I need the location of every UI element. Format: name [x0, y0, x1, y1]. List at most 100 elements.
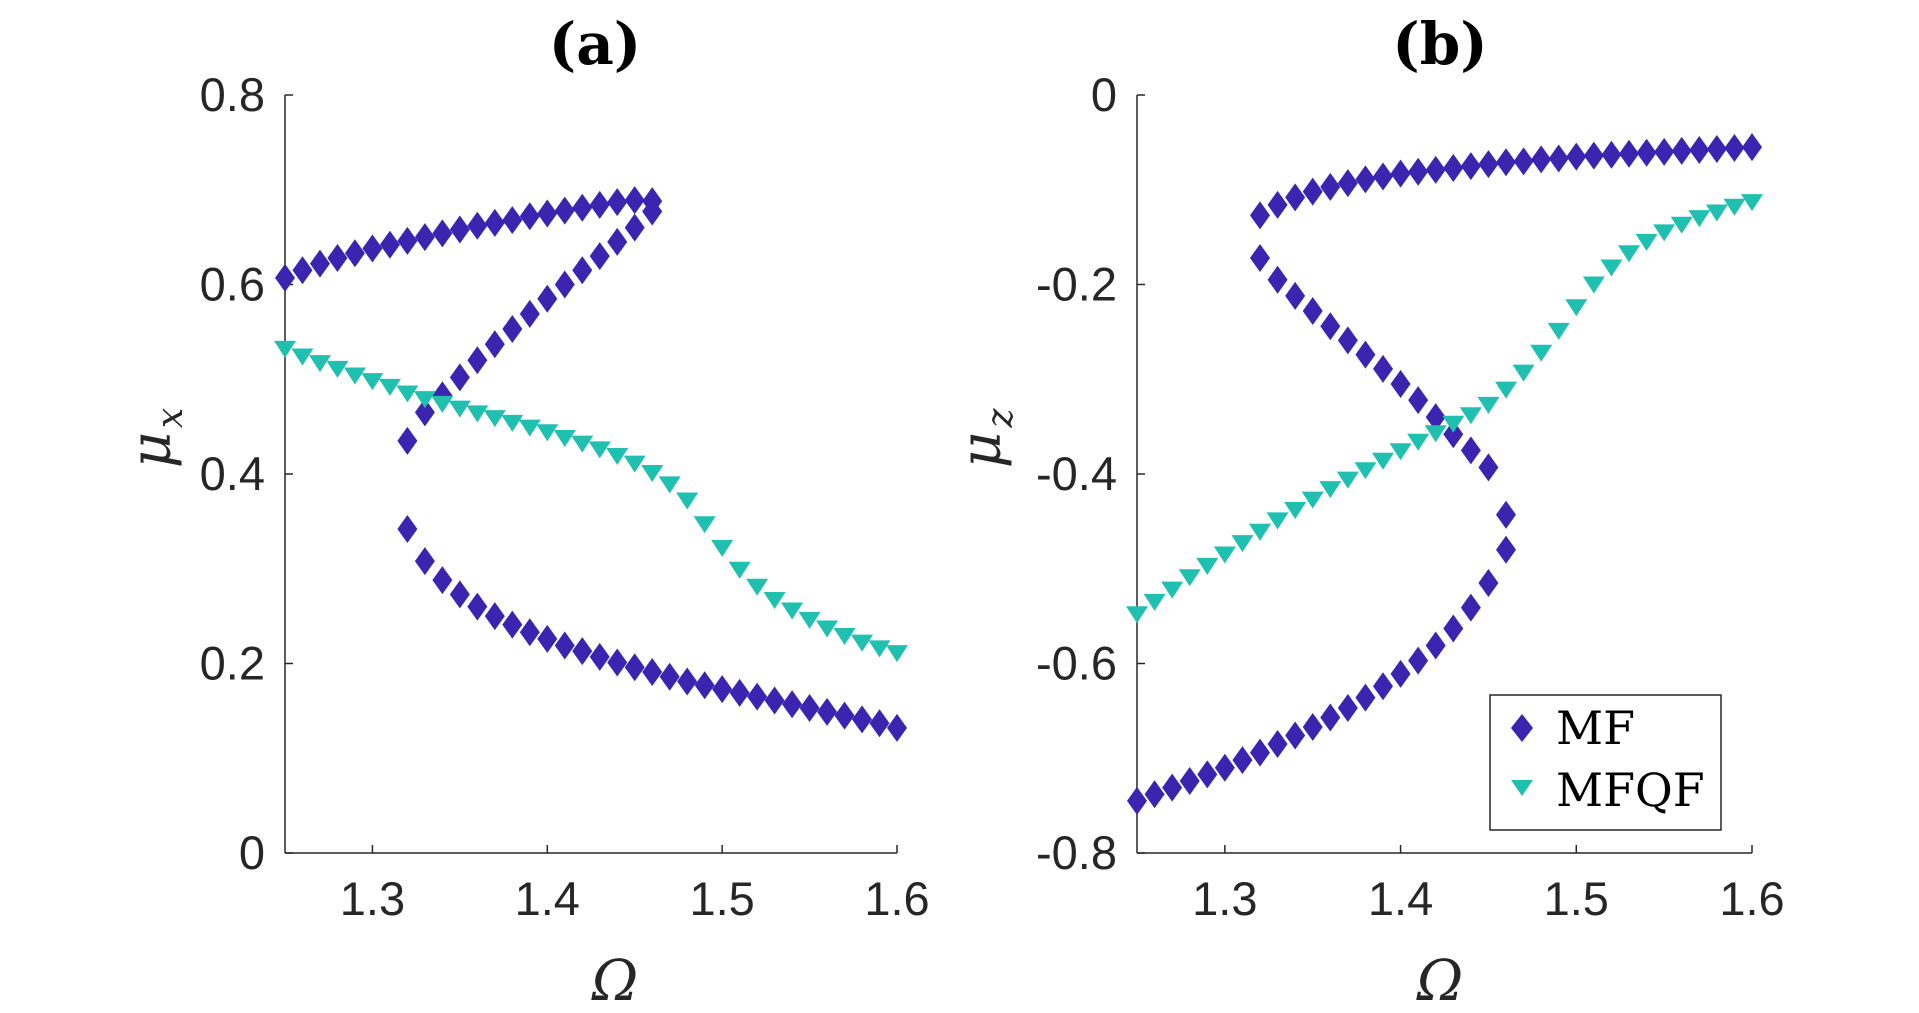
- panel-a-title: (a): [549, 10, 641, 78]
- data-point-mf: [1742, 133, 1762, 162]
- data-point-mf: [1320, 312, 1341, 341]
- data-point-mf: [449, 580, 470, 609]
- data-point-mfqf: [1530, 344, 1553, 362]
- panel-b-x-tick-label: 1.3: [1192, 872, 1257, 925]
- data-point-mf: [1460, 436, 1481, 465]
- data-point-mf: [624, 653, 645, 682]
- data-point-mfqf: [886, 645, 908, 663]
- panel-a-axes: 1.3 1.4 1.5 1.6 0 0.2 0.4 0.6 0.8: [200, 68, 930, 925]
- data-point-mf: [484, 602, 505, 631]
- data-point-mf: [362, 234, 383, 263]
- data-point-mf: [1408, 646, 1429, 675]
- data-point-mf: [1302, 297, 1323, 326]
- panel-b-axes: 1.3 1.4 1.5 1.6 -0.8 -0.6 -0.4 -0.2 0: [1036, 68, 1785, 925]
- data-point-mf: [414, 223, 435, 252]
- data-point-mf: [1496, 535, 1516, 564]
- data-point-mf: [344, 239, 365, 268]
- legend-mf-label: MF: [1556, 701, 1635, 755]
- legend-box: [1489, 694, 1722, 831]
- data-point-mf: [624, 213, 645, 242]
- data-point-mf: [467, 592, 488, 621]
- data-point-mf: [292, 256, 313, 285]
- data-point-mf: [1320, 172, 1341, 201]
- data-point-mf: [327, 243, 348, 272]
- data-point-mf: [694, 671, 715, 700]
- data-point-mfqf: [448, 400, 471, 418]
- data-point-mf: [1250, 201, 1270, 230]
- data-point-mfqf: [1705, 204, 1728, 222]
- data-point-mfqf: [1459, 407, 1482, 425]
- panel-a-x-tick-label: 1.4: [515, 872, 580, 925]
- data-point-mf: [1337, 326, 1358, 355]
- data-point-mf: [1478, 150, 1499, 179]
- data-point-mf: [589, 190, 610, 219]
- panel-b-ylabel: μ z: [949, 407, 1021, 468]
- data-point-mfqf: [1319, 481, 1342, 499]
- data-point-mf: [397, 514, 418, 543]
- data-point-mf: [1197, 760, 1218, 789]
- data-point-mf: [1232, 746, 1253, 775]
- data-point-mfqf: [1301, 491, 1324, 509]
- panel-b-x-tick-label: 1.4: [1368, 872, 1433, 925]
- panel-b-y-tick-label: 0: [1091, 68, 1117, 121]
- data-point-mfqf: [1618, 245, 1640, 263]
- data-point-mf: [1285, 183, 1306, 212]
- data-point-mf: [1390, 159, 1411, 188]
- data-point-mfqf: [501, 414, 524, 432]
- data-point-mfqf: [483, 410, 506, 428]
- data-point-mf: [1355, 683, 1376, 712]
- panel-a-ylabel: μ x: [119, 408, 191, 468]
- panel-b-y-tick-label: -0.6: [1036, 637, 1117, 690]
- data-point-mf: [1373, 354, 1393, 383]
- data-point-mf: [484, 330, 505, 359]
- panel-a-ylabel-main: μ: [119, 432, 184, 468]
- panel-a-y-tick-label: 0.6: [200, 258, 265, 311]
- data-point-mf: [764, 686, 785, 715]
- data-point-mf: [1583, 141, 1604, 170]
- data-point-mf: [799, 694, 820, 723]
- data-point-mfqf: [274, 340, 296, 358]
- data-point-mf: [467, 346, 488, 375]
- data-point-mf: [1390, 659, 1411, 688]
- data-point-mf: [502, 315, 523, 344]
- data-point-mfqf: [518, 419, 541, 437]
- data-point-mfqf: [1196, 557, 1219, 575]
- panel-b-y-tick-label: -0.2: [1036, 258, 1117, 311]
- data-point-mf: [554, 196, 575, 225]
- data-point-mfqf: [746, 578, 769, 596]
- data-point-mf: [1355, 165, 1376, 194]
- data-point-mf: [467, 211, 488, 240]
- data-point-mfqf: [1354, 462, 1377, 480]
- panel-b-y-tick-label: -0.4: [1036, 447, 1117, 500]
- data-point-mf: [1601, 140, 1622, 169]
- data-point-mf: [642, 658, 663, 687]
- panel-a-x-tick-label: 1.6: [864, 872, 929, 925]
- data-point-mf: [1443, 614, 1464, 643]
- data-point-mfqf: [1213, 546, 1236, 564]
- data-point-mfqf: [851, 634, 874, 652]
- data-point-mf: [1636, 138, 1657, 167]
- data-point-mf: [449, 215, 470, 244]
- panel-a-ylabel-sub: x: [150, 408, 191, 428]
- data-point-mf: [1250, 243, 1270, 272]
- data-point-mfqf: [466, 405, 489, 423]
- data-point-mf: [1320, 703, 1341, 732]
- data-point-mf: [502, 610, 523, 639]
- data-point-mf: [1478, 568, 1499, 597]
- data-point-mf: [1513, 147, 1534, 176]
- legend: MF MFQF: [1489, 694, 1722, 831]
- panel-b-ylabel-main: μ: [949, 432, 1014, 468]
- data-point-mf: [1619, 139, 1639, 168]
- data-point-mfqf: [1547, 322, 1570, 340]
- data-point-mf: [1496, 500, 1516, 529]
- data-point-mfqf: [1495, 381, 1517, 399]
- data-point-mf: [1671, 136, 1692, 165]
- panel-a-y-tick-label: 0.4: [200, 447, 265, 500]
- data-point-mf: [397, 426, 418, 455]
- legend-mf-marker: [1511, 714, 1533, 742]
- data-point-mfqf: [1284, 502, 1307, 520]
- data-point-mfqf: [308, 355, 331, 373]
- panel-b-ylabel-sub: z: [980, 407, 1021, 428]
- data-point-mfqf: [1161, 581, 1184, 599]
- panel-b-xlabel: Ω: [1416, 949, 1463, 1013]
